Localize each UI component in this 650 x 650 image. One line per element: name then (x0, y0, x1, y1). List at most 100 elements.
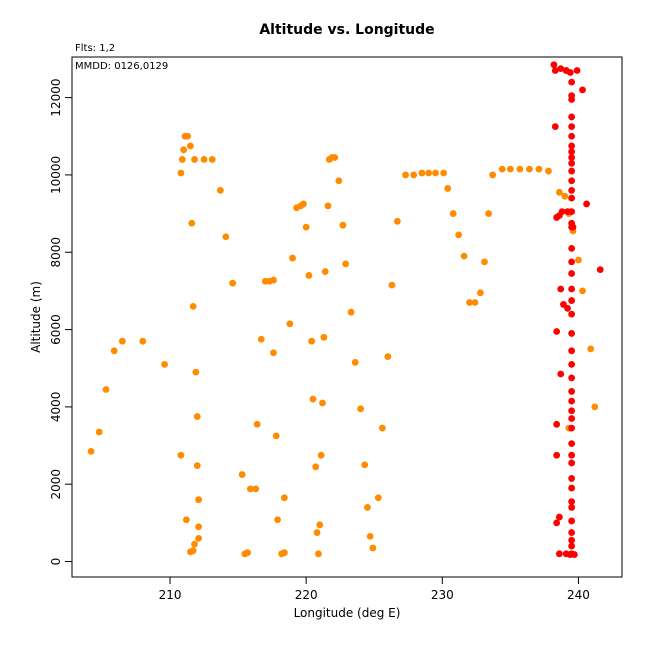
x-tick-label: 210 (159, 588, 182, 602)
data-point (568, 397, 576, 405)
data-point (579, 86, 586, 94)
data-point (180, 146, 188, 154)
data-point (374, 494, 382, 502)
data-point (569, 223, 577, 231)
data-point (568, 148, 576, 156)
data-point (568, 177, 576, 185)
data-point (364, 504, 371, 511)
data-point (526, 165, 533, 173)
y-axis-label: Altitude (m) (29, 281, 43, 353)
data-point (177, 451, 185, 459)
chart-title: Altitude vs. Longitude (259, 22, 434, 38)
data-point (286, 320, 294, 328)
data-point (558, 208, 566, 216)
data-point (320, 333, 328, 341)
data-point (378, 424, 386, 432)
data-point (551, 123, 559, 130)
data-point (568, 459, 576, 467)
data-point (280, 494, 288, 502)
data-point (449, 210, 457, 217)
data-point (384, 353, 392, 361)
data-point (555, 188, 563, 196)
data-point (568, 96, 576, 103)
data-point (455, 231, 463, 239)
data-point (238, 471, 246, 478)
data-point (187, 142, 194, 150)
data-point (516, 165, 524, 173)
x-axis: 210 220 230 240 (159, 576, 590, 602)
data-point (347, 308, 355, 316)
data-point (498, 165, 506, 173)
data-point (568, 113, 576, 121)
data-point (506, 165, 514, 173)
data-point (568, 297, 576, 304)
data-point (444, 185, 452, 192)
data-point (568, 347, 576, 355)
data-point (568, 154, 576, 161)
data-point (191, 540, 198, 548)
data-point (553, 451, 561, 459)
data-point (551, 67, 559, 74)
data-point (184, 132, 192, 140)
data-point (583, 200, 591, 208)
y-tick-label: 12000 (49, 79, 63, 117)
data-point (568, 451, 576, 459)
data-point (339, 221, 347, 229)
data-point (568, 407, 576, 415)
data-point (192, 368, 200, 376)
data-point (562, 550, 570, 558)
data-point (535, 165, 543, 173)
dates-note: MMDD: 0126,0129 (75, 61, 168, 72)
data-point (188, 219, 196, 227)
data-point (564, 208, 571, 216)
y-tick-label: 4000 (49, 392, 63, 423)
data-point (460, 252, 468, 260)
data-point (568, 194, 576, 202)
data-point (561, 192, 569, 200)
data-point (568, 132, 576, 140)
data-point (489, 171, 497, 179)
data-point (568, 484, 576, 492)
data-point (110, 347, 118, 355)
data-point (568, 542, 576, 550)
data-point (182, 516, 190, 524)
data-point (191, 156, 198, 163)
data-point (309, 395, 317, 403)
data-point (312, 463, 320, 471)
data-point (557, 285, 565, 293)
data-point (324, 202, 332, 210)
data-point (591, 403, 599, 411)
data-point (596, 266, 604, 274)
data-point (193, 413, 201, 420)
data-point (557, 370, 565, 378)
data-point (566, 69, 574, 76)
data-point (229, 279, 237, 287)
data-point (568, 258, 576, 266)
data-point (272, 432, 280, 440)
flights-note: Flts: 1,2 (75, 43, 115, 54)
data-point (361, 461, 369, 469)
data-point (289, 254, 296, 262)
data-point (305, 272, 313, 279)
data-point (564, 304, 571, 312)
data-point (222, 233, 230, 241)
data-point (321, 268, 329, 275)
y-tick-label: 10000 (49, 156, 63, 194)
data-point (568, 159, 576, 167)
data-point (216, 186, 224, 194)
data-point (270, 349, 277, 357)
data-point (568, 270, 576, 277)
data-point (95, 428, 103, 436)
data-point (280, 549, 288, 557)
data-point (300, 200, 307, 208)
data-point (557, 65, 565, 72)
data-point (87, 447, 95, 455)
data-point (568, 360, 576, 368)
y-tick-label: 2000 (49, 469, 63, 500)
data-point (568, 475, 576, 482)
data-point (316, 521, 324, 529)
data-point (274, 516, 281, 524)
data-point (195, 523, 203, 531)
data-point (477, 289, 484, 297)
data-point (161, 360, 168, 368)
